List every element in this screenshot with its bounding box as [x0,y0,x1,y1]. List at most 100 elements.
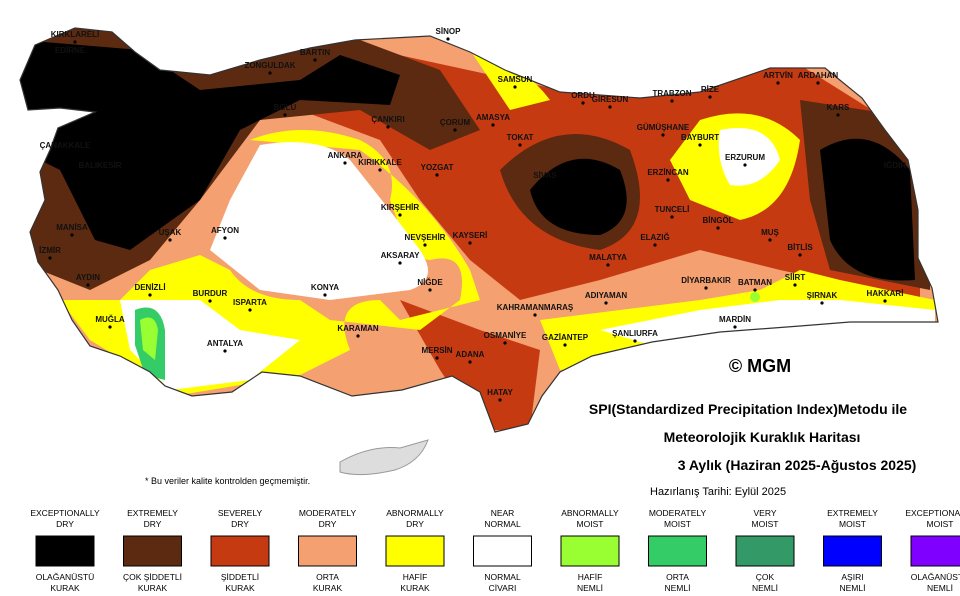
legend-bottom-label: KURAK [313,583,343,593]
legend-top-label: ABNORMALLY [386,508,444,518]
city-label: EDİRNE [55,46,86,55]
city-label: UŞAK [159,228,182,237]
city-dot [581,101,585,105]
city-dot [513,85,517,89]
city-label: MUŞ [761,228,779,237]
city-label: DENİZLİ [134,283,165,292]
city-dot [604,301,608,305]
city-label: TUNCELİ [655,205,690,214]
city-label: GÜMÜŞHANE [637,123,690,132]
city-label: MALATYA [589,253,627,262]
city-dot [268,71,272,75]
city-label: BATMAN [738,278,772,287]
city-dot [518,143,522,147]
legend-top-label: DRY [319,519,337,529]
city-dot [68,56,72,60]
legend-bottom-label: HAFİF [578,572,603,582]
city-dot [63,151,67,155]
city-label: AKSARAY [381,251,420,260]
city-label: ÇORUM [440,118,471,127]
city-dot [670,215,674,219]
legend-top-label: MOIST [927,519,954,529]
city-label: MANİSA [56,223,88,232]
city-dot [398,213,402,217]
city-label: DİYARBAKIR [681,276,731,285]
city-label: BALIKESİR [78,161,121,170]
legend-bottom-label: NORMAL [484,572,521,582]
city-dot [768,238,772,242]
legend-swatch [560,535,620,567]
legend-bottom-label: KURAK [400,583,430,593]
city-dot [883,299,887,303]
city-dot [468,360,472,364]
city-dot [323,293,327,297]
city-dot [563,343,567,347]
city-dot [386,125,390,129]
city-dot [223,349,227,353]
city-dot [836,113,840,117]
city-label: ARTVİN [763,71,793,80]
city-label: SAMSUN [498,75,533,84]
city-dot [606,263,610,267]
city-dot [653,243,657,247]
city-label: MUĞLA [95,315,125,324]
city-dot [398,261,402,265]
city-dot [435,356,439,360]
note: * Bu veriler kalite kontrolden geçmemişt… [145,476,310,486]
city-label: BARTIN [300,48,330,57]
city-dot [543,181,547,185]
legend-swatch [735,535,795,567]
city-dot [223,236,227,240]
legend-swatch [823,535,882,567]
city-label: KIRŞEHİR [381,203,419,212]
legend-top-label: EXTREMELY [127,508,178,518]
city-dot [491,123,495,127]
city-label: KIRKLARELİ [51,30,99,39]
legend-bottom-label: HAFİF [403,572,428,582]
legend-bottom-label: NEMLİ [752,583,778,593]
legend-top-label: DRY [231,519,249,529]
city-label: ZONGULDAK [244,61,295,70]
legend-top-label: MODERATELY [649,508,707,518]
city-dot [453,128,457,132]
city-label: RİZE [701,85,720,94]
legend-swatch [385,535,445,567]
city-dot [698,143,702,147]
city-label: MARDİN [719,315,751,324]
legend-top-label: DRY [144,519,162,529]
city-label: BİTLİS [787,243,813,252]
city-dot [468,241,472,245]
city-dot [708,95,712,99]
legend-top-label: EXCEPTIONALLY [30,508,100,518]
city-label: ORDU [571,91,595,100]
legend-top-label: SEVERELY [218,508,263,518]
legend-bottom-label: NEMLİ [927,583,953,593]
city-dot [313,58,317,62]
city-label: ERZURUM [725,153,765,162]
city-dot [248,308,252,312]
city-dot [776,81,780,85]
legend-swatch [35,535,95,567]
city-dot [148,293,152,297]
city-label: ANTALYA [207,339,243,348]
city-dot [498,398,502,402]
legend-swatch [910,535,960,567]
city-dot [633,339,637,343]
legend-top-label: VERY [754,508,777,518]
city-label: BURDUR [193,289,228,298]
legend-bottom-label: KURAK [138,583,168,593]
city-dot [533,313,537,317]
city-label: BOLU [274,103,297,112]
copyright: © MGM [729,356,791,376]
city-dot [73,40,77,44]
legend-swatch [123,535,182,567]
city-dot [503,341,507,345]
city-dot [608,105,612,109]
legend-top-label: ABNORMALLY [561,508,619,518]
city-label: MERSİN [421,346,452,355]
legend-bottom-label: ÇOK ŞİDDETLİ [123,572,182,582]
city-label: KONYA [311,283,339,292]
legend: EXCEPTIONALLYDRYOLAĞANÜSTÜKURAKEXTREMELY… [30,508,960,593]
city-dot [753,288,757,292]
legend-top-label: DRY [406,519,424,529]
